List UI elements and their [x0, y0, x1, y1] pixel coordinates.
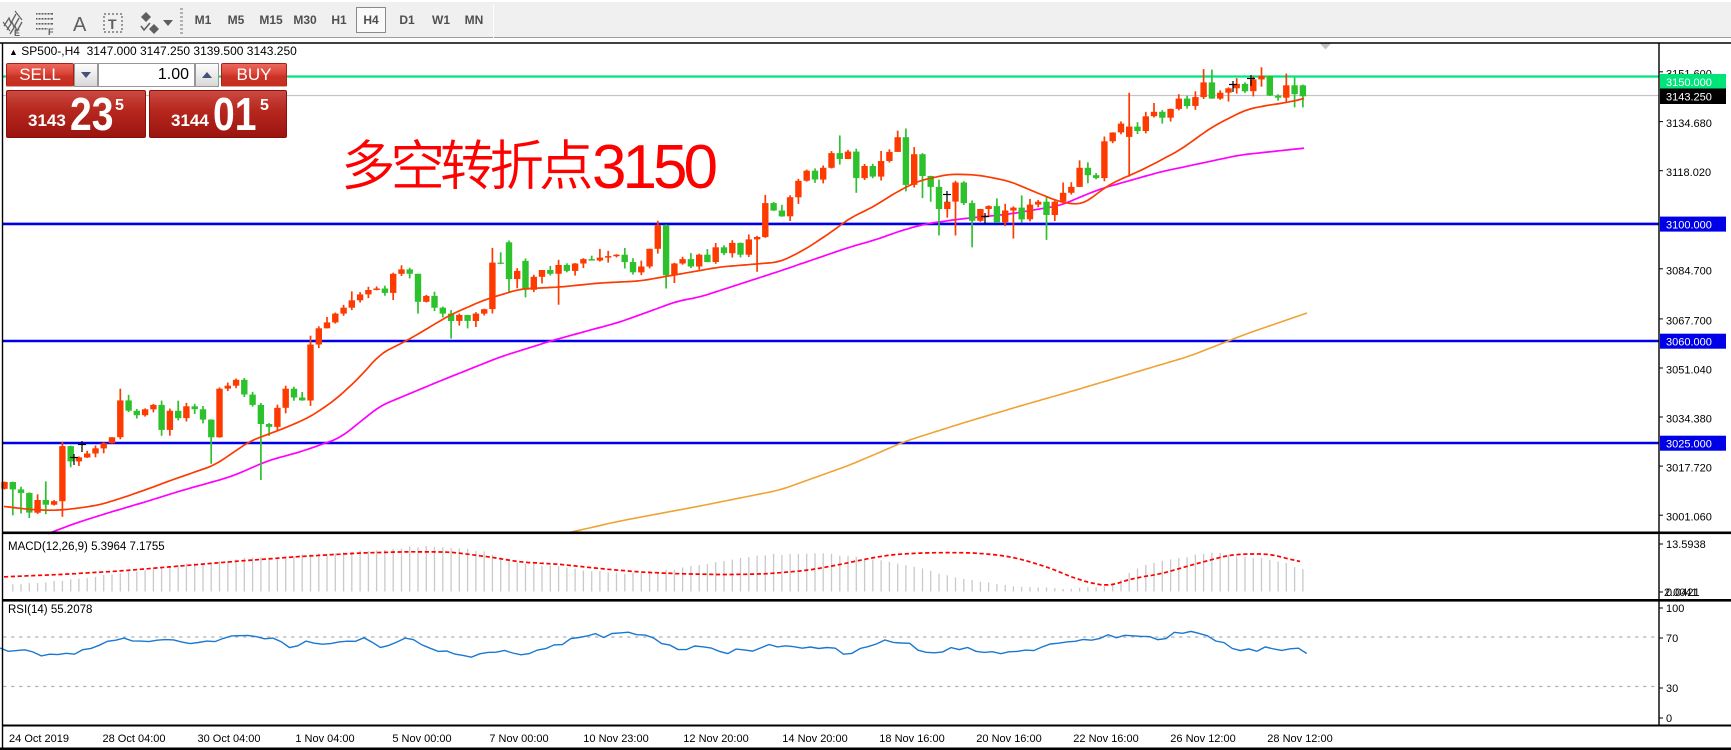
svg-text:12 Nov 20:00: 12 Nov 20:00 — [683, 733, 748, 745]
svg-text:22 Nov 16:00: 22 Nov 16:00 — [1073, 733, 1138, 745]
svg-text:3025.000: 3025.000 — [1666, 439, 1712, 451]
svg-text:2.0041: 2.0041 — [1664, 587, 1698, 599]
svg-text:28 Oct 04:00: 28 Oct 04:00 — [103, 733, 166, 745]
svg-text:A: A — [73, 14, 87, 36]
svg-text:3143.250: 3143.250 — [1666, 92, 1712, 104]
svg-text:3084.700: 3084.700 — [1666, 265, 1712, 277]
svg-text:3034.380: 3034.380 — [1666, 414, 1712, 426]
svg-text:0: 0 — [1666, 713, 1672, 725]
svg-text:3060.000: 3060.000 — [1666, 337, 1712, 349]
svg-text:3067.700: 3067.700 — [1666, 315, 1712, 327]
svg-text:3017.720: 3017.720 — [1666, 463, 1712, 475]
svg-text:3118.020: 3118.020 — [1666, 167, 1711, 179]
svg-text:30 Oct 04:00: 30 Oct 04:00 — [198, 733, 261, 745]
svg-text:5 Nov 00:00: 5 Nov 00:00 — [392, 733, 451, 745]
svg-text:3051.040: 3051.040 — [1666, 365, 1712, 377]
svg-text:28 Nov 12:00: 28 Nov 12:00 — [1267, 733, 1332, 745]
svg-text:3150.000: 3150.000 — [1666, 77, 1712, 89]
svg-text:24 Oct 2019: 24 Oct 2019 — [9, 733, 69, 745]
svg-text:30: 30 — [1666, 683, 1678, 695]
svg-text:14 Nov 20:00: 14 Nov 20:00 — [782, 733, 847, 745]
svg-text:3001.060: 3001.060 — [1666, 512, 1712, 524]
svg-text:3150: 3150 — [592, 133, 718, 202]
svg-text:E: E — [14, 28, 20, 38]
svg-text:18 Nov 16:00: 18 Nov 16:00 — [879, 733, 944, 745]
svg-text:RSI(14) 55.2078: RSI(14) 55.2078 — [8, 604, 92, 616]
svg-text:13.5938: 13.5938 — [1666, 539, 1706, 551]
svg-text:3134.680: 3134.680 — [1666, 118, 1712, 130]
svg-text:3100.000: 3100.000 — [1666, 220, 1712, 232]
svg-text:T: T — [108, 16, 117, 32]
svg-text:F: F — [48, 27, 54, 37]
svg-text:26 Nov 12:00: 26 Nov 12:00 — [1170, 733, 1235, 745]
svg-text:7 Nov 00:00: 7 Nov 00:00 — [489, 733, 548, 745]
svg-text:1 Nov 04:00: 1 Nov 04:00 — [295, 733, 354, 745]
svg-text:100: 100 — [1666, 603, 1684, 615]
svg-text:MACD(12,26,9) 5.3964 7.1755: MACD(12,26,9) 5.3964 7.1755 — [8, 541, 165, 553]
svg-text:10 Nov 23:00: 10 Nov 23:00 — [583, 733, 648, 745]
svg-text:0.0421: 0.0421 — [1666, 587, 1700, 599]
svg-text:20 Nov 16:00: 20 Nov 16:00 — [976, 733, 1041, 745]
svg-text:70: 70 — [1666, 633, 1678, 645]
